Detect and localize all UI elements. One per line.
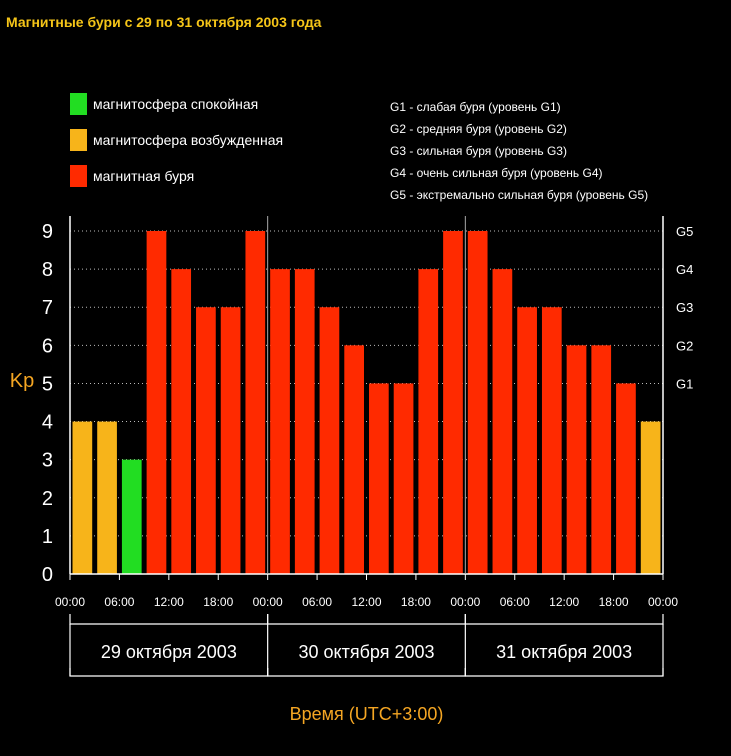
storm-level-g5: G5 - экстремально сильная буря (уровень … (390, 188, 649, 202)
day-bracket-bottom (69, 668, 269, 677)
x-tick-label: 18:00 (401, 595, 431, 609)
legend-item-quiet: магнитосфера спокойная (70, 93, 258, 115)
day-bracket-top (69, 614, 269, 625)
x-tick-label: 00:00 (450, 595, 480, 609)
day-label: 29 октября 2003 (101, 642, 237, 662)
legend-swatch-storm (70, 165, 87, 187)
legend-swatch-excited (70, 129, 87, 151)
bar-excited (640, 421, 661, 574)
bar-quiet (121, 459, 142, 574)
bar-excited (97, 421, 117, 574)
bar-storm (369, 383, 389, 574)
right-tick-label: G5 (676, 224, 693, 239)
x-tick-label: 06:00 (104, 595, 134, 609)
y-tick-label: 4 (42, 412, 53, 434)
bar-storm (171, 269, 192, 574)
legend-label-excited: магнитосфера возбужденная (93, 132, 284, 148)
x-tick-label: 06:00 (500, 595, 530, 609)
bar-storm (344, 345, 364, 574)
storm-level-list: G1 - слабая буря (уровень G1) G2 - средн… (390, 96, 648, 206)
storm-level-g4: G4 - очень сильная буря (уровень G4) (390, 166, 603, 180)
bar-storm (270, 269, 290, 574)
bar-storm (245, 231, 266, 574)
bar-storm (294, 269, 315, 574)
x-tick-label: 12:00 (549, 595, 579, 609)
y-tick-label: 8 (42, 259, 53, 281)
legend-item-storm: магнитная буря (70, 165, 194, 187)
bar-storm (467, 231, 488, 574)
y-tick-label: 0 (42, 564, 53, 586)
x-tick-label: 18:00 (599, 595, 629, 609)
y-axis-label: Kp (10, 370, 34, 392)
bar-storm (591, 345, 612, 574)
legend-item-excited: магнитосфера возбужденная (70, 129, 283, 151)
bar-storm (443, 231, 463, 574)
day-bracket-top (464, 614, 664, 625)
bar-storm (319, 307, 340, 574)
y-tick-label: 1 (42, 526, 53, 548)
bar-storm (196, 307, 216, 574)
x-tick-label: 12:00 (351, 595, 381, 609)
x-tick-label: 18:00 (203, 595, 233, 609)
chart-title: Магнитные бури с 29 по 31 октября 2003 г… (6, 14, 322, 30)
storm-level-g2: G2 - средняя буря (уровень G2) (390, 122, 567, 136)
legend-swatch-quiet (70, 93, 87, 115)
x-tick-label: 00:00 (55, 595, 85, 609)
y-tick-label: 7 (42, 297, 53, 319)
x-tick-label: 06:00 (302, 595, 332, 609)
x-tick-label: 12:00 (154, 595, 184, 609)
bar-excited (72, 421, 93, 574)
x-tick-label: 00:00 (648, 595, 678, 609)
bar-storm (393, 383, 414, 574)
x-tick-label: 00:00 (253, 595, 283, 609)
y-tick-label: 3 (42, 450, 53, 472)
legend-label-quiet: магнитосфера спокойная (93, 96, 259, 112)
day-bracket-bottom (464, 668, 664, 677)
bar-storm (146, 231, 167, 574)
right-tick-label: G2 (676, 338, 693, 353)
legend-label-storm: магнитная буря (93, 168, 195, 184)
y-tick-label: 9 (42, 221, 53, 243)
bar-storm (492, 269, 513, 574)
right-tick-label: G4 (676, 262, 693, 277)
day-bracket-bottom (267, 668, 466, 677)
day-label: 31 октября 2003 (496, 642, 632, 662)
y-tick-label: 2 (42, 488, 53, 510)
bar-storm (616, 383, 636, 574)
y-tick-label: 5 (42, 373, 53, 395)
bar-storm (220, 307, 241, 574)
day-label: 30 октября 2003 (298, 642, 434, 662)
bar-storm (517, 307, 537, 574)
right-tick-label: G3 (676, 300, 693, 315)
storm-level-g3: G3 - сильная буря (уровень G3) (390, 144, 567, 158)
bar-storm (541, 307, 562, 574)
bar-storm (566, 345, 587, 574)
day-bracket-top (267, 614, 466, 625)
storm-level-g1: G1 - слабая буря (уровень G1) (390, 100, 561, 114)
right-tick-label: G1 (676, 376, 693, 391)
bar-storm (418, 269, 439, 574)
x-axis-label: Время (UTC+3:00) (290, 704, 444, 724)
y-tick-label: 6 (42, 335, 53, 357)
